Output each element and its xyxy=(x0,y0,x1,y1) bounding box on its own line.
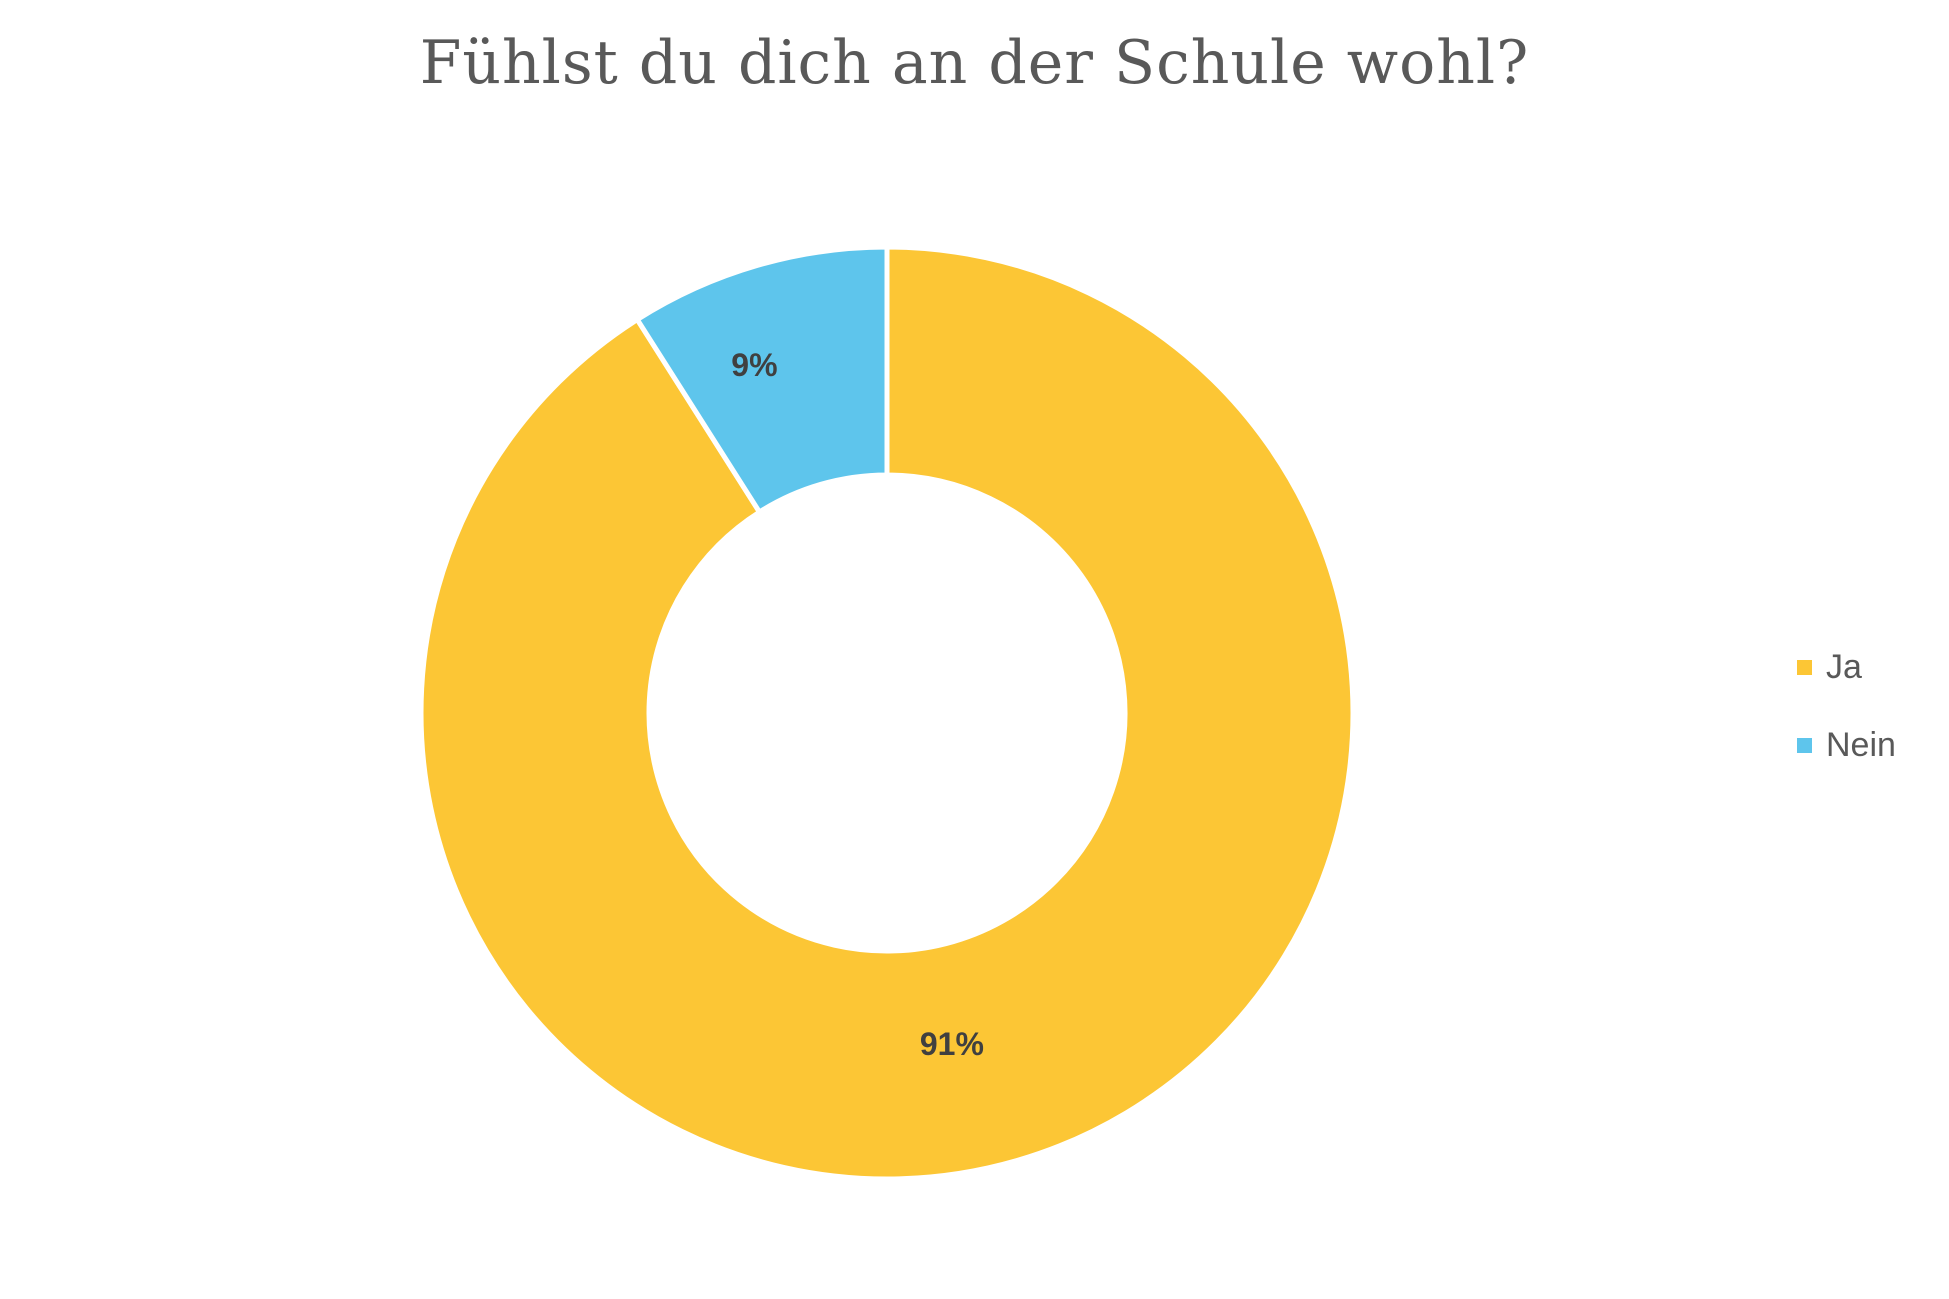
donut-slice-ja xyxy=(418,244,1356,1182)
legend-label-ja: Ja xyxy=(1826,647,1862,686)
legend-item-nein: Nein xyxy=(1797,725,1896,765)
legend-label-nein: Nein xyxy=(1826,725,1896,764)
chart-title: Fühlst du dich an der Schule wohl? xyxy=(419,28,1530,98)
legend-item-ja: Ja xyxy=(1797,647,1896,687)
data-label-nein: 9% xyxy=(731,347,777,383)
legend-swatch-nein xyxy=(1797,737,1812,753)
legend-swatch-ja xyxy=(1797,659,1812,675)
legend: Ja Nein xyxy=(1797,647,1896,803)
donut-slice-nein xyxy=(633,244,890,516)
data-label-ja: 91% xyxy=(920,1026,984,1062)
